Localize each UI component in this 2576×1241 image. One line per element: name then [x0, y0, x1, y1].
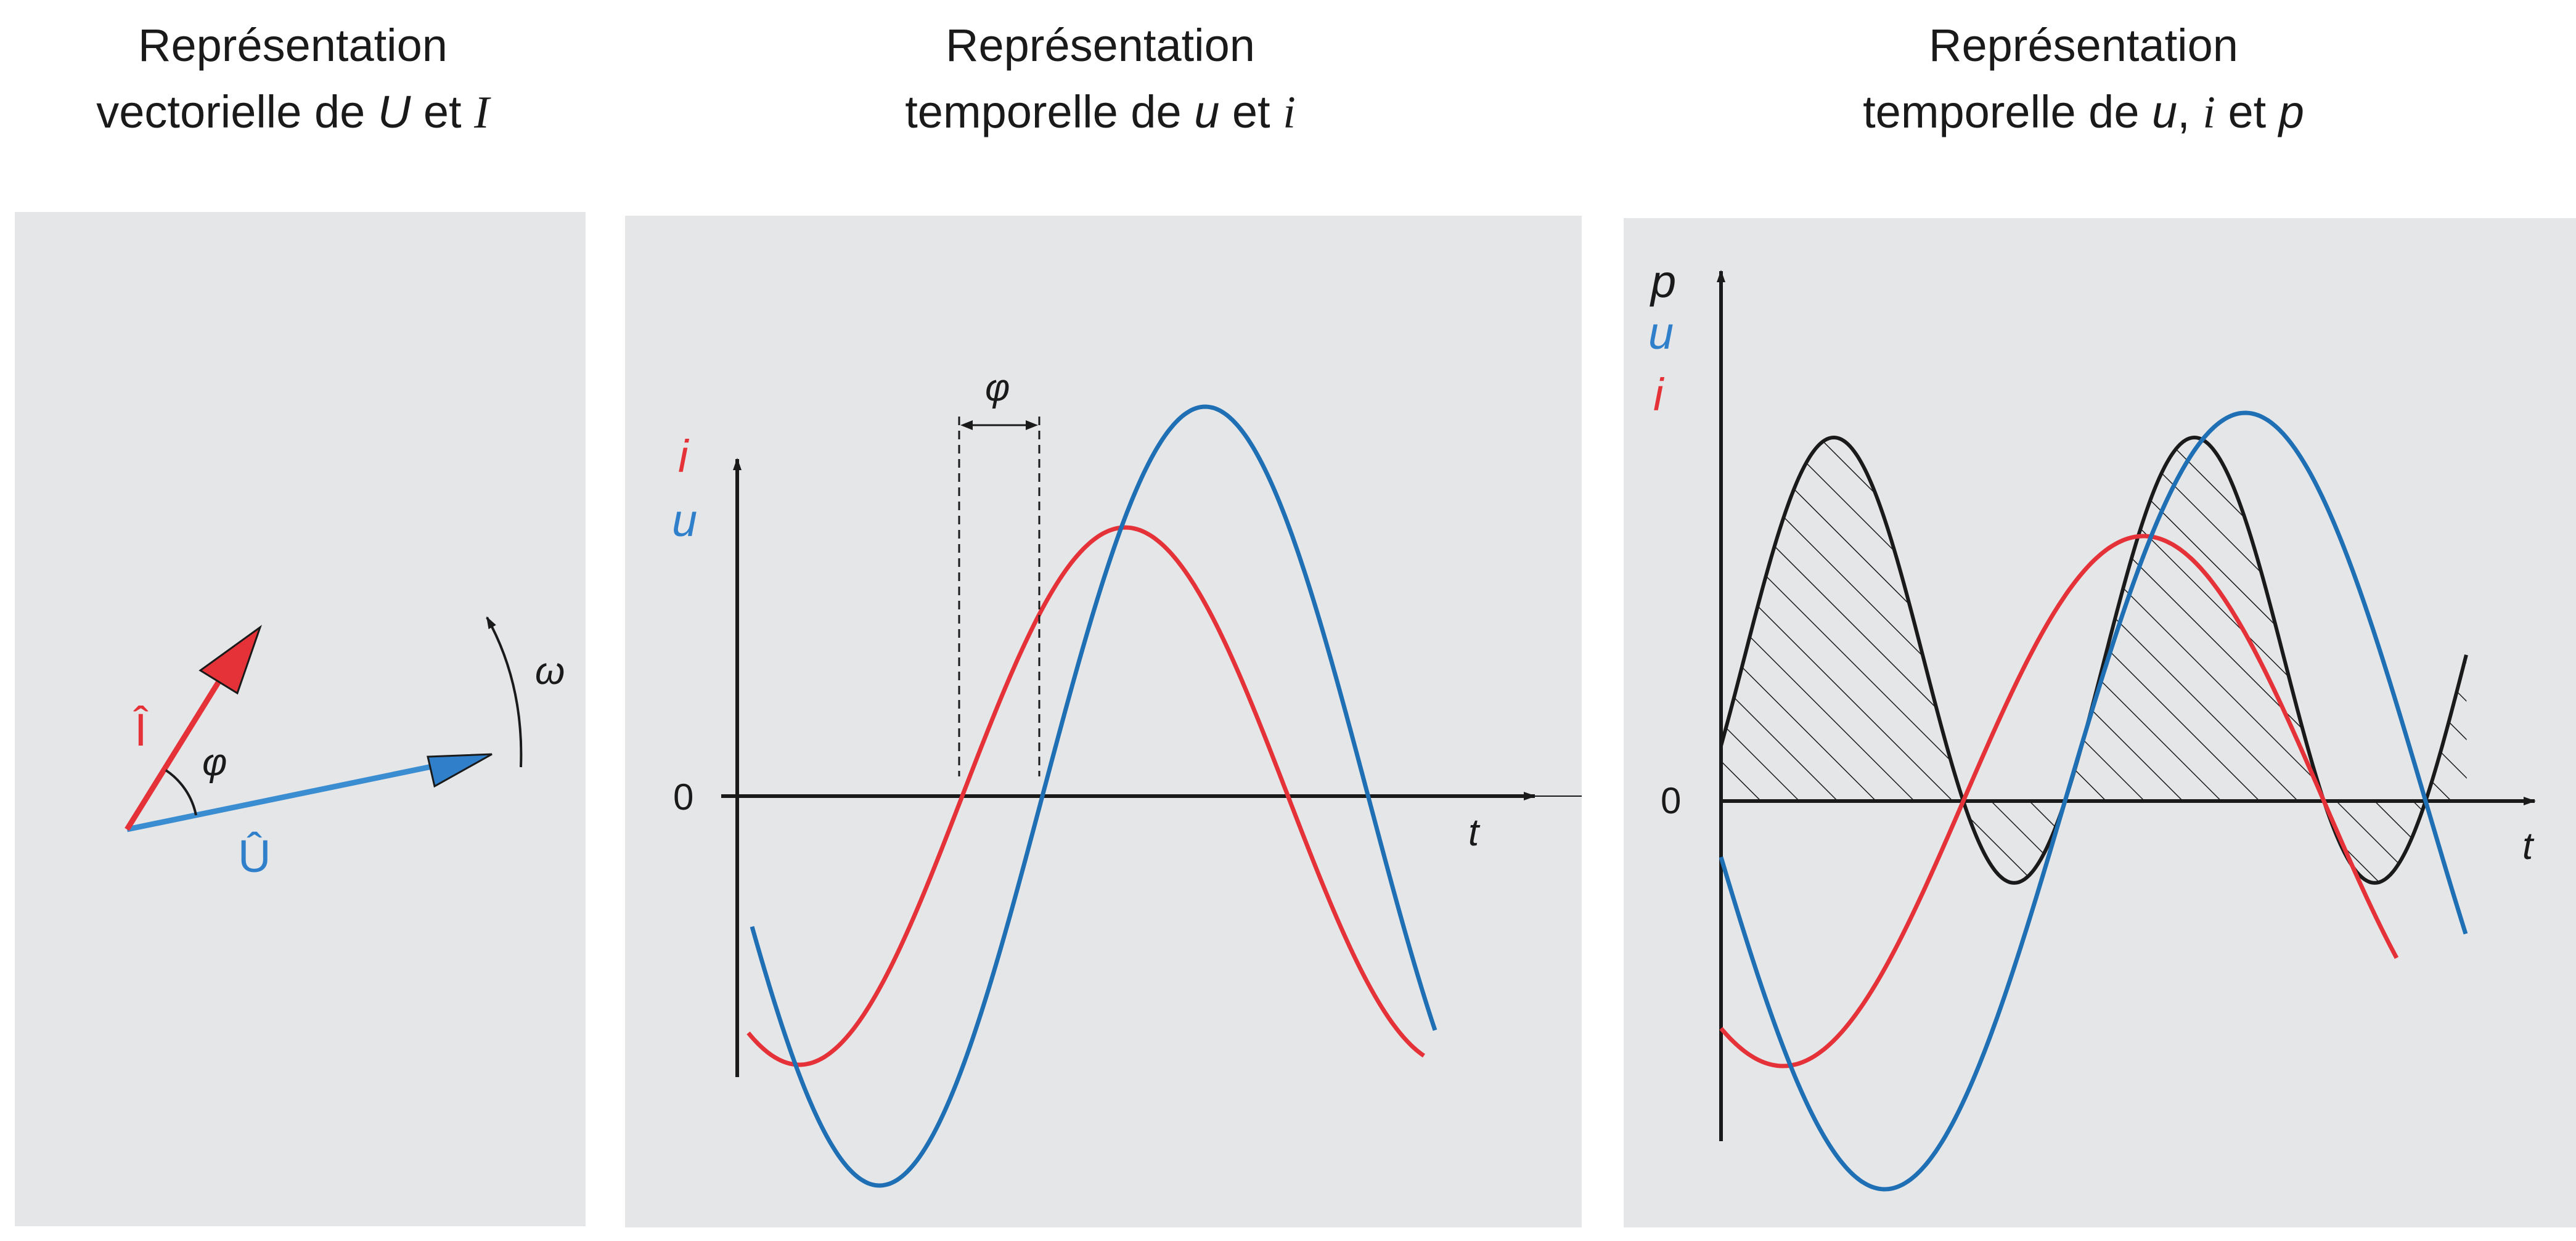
panel1-title-I: I: [474, 87, 489, 138]
power-area-hatched: [1721, 437, 2467, 883]
panel2-title-pre: temporelle de: [905, 86, 1195, 137]
I-hat-label: Î: [133, 704, 149, 755]
U-vector-arrowhead: [427, 753, 493, 788]
t-label-p3: t: [2522, 825, 2535, 868]
panel1-title-line1: Représentation: [138, 20, 448, 71]
p-axis-label: p: [1650, 256, 1676, 307]
i-axis-label-p3: i: [1653, 369, 1665, 420]
i-axis-label-p2: i: [678, 431, 690, 482]
power-panel: p u i 0 t: [1648, 256, 2536, 1192]
t-label-p2: t: [1468, 812, 1481, 854]
panel3-title: Représentation temporelle de u, i et p: [1627, 12, 2540, 146]
zero-label-p3: 0: [1661, 780, 1681, 821]
panel3-title-et: et: [2215, 86, 2279, 137]
panel3-title-line1: Représentation: [1929, 20, 2238, 71]
panel2-title-u: u: [1194, 86, 1220, 137]
voltage-curve-u: [750, 404, 1437, 1188]
I-vector-arrowhead: [198, 625, 262, 695]
panel3-title-i: i: [2202, 87, 2215, 138]
panel1-title-pre: vectorielle de: [96, 86, 378, 137]
panel3-title-p: p: [2278, 86, 2304, 137]
panel1-title-U: U: [377, 86, 411, 137]
u-axis-label-p2: u: [672, 495, 697, 546]
phi-label-time: φ: [985, 367, 1010, 409]
panel3-title-u: u: [2152, 86, 2178, 137]
panel1-title-et: et: [411, 86, 475, 137]
panel2-title-i: i: [1283, 87, 1296, 138]
panel2-time-diagram: [625, 216, 1582, 1227]
vector-panel: Î φ Û ω: [125, 616, 565, 882]
zero-label-p2: 0: [673, 776, 693, 818]
panel1-title: Représentation vectorielle de U et I: [0, 12, 586, 146]
panel2-title-line1: Représentation: [946, 20, 1255, 71]
panel3-title-sep: ,: [2177, 86, 2203, 137]
panel1-vector-diagram: [15, 212, 586, 1226]
phi-angle-arc: [165, 769, 197, 816]
U-hat-label: Û: [238, 831, 271, 882]
phase-arrowhead-left: [960, 420, 973, 430]
time-panel: φ i u 0 t: [672, 367, 1582, 1188]
panel2-title-line2: temporelle de u et i: [623, 79, 1578, 146]
panel3-title-pre: temporelle de: [1863, 86, 2153, 137]
current-curve-i-p3: [1719, 534, 2399, 1068]
panel1-title-line2: vectorielle de U et I: [0, 79, 586, 146]
voltage-curve-u-p3: [1719, 410, 2468, 1192]
phi-label-vector: φ: [202, 741, 227, 784]
U-vector-line: [126, 761, 444, 832]
panel3-title-line2: temporelle de u, i et p: [1627, 79, 2540, 146]
phase-arrowhead-right: [1026, 420, 1038, 430]
panel2-title: Représentation temporelle de u et i: [623, 12, 1578, 146]
u-axis-label-p3: u: [1648, 307, 1674, 359]
omega-label: ω: [535, 650, 565, 693]
omega-rotation-arrow: [486, 616, 523, 768]
current-curve-i: [746, 525, 1425, 1067]
I-vector-line: [125, 680, 221, 831]
panel2-title-et: et: [1219, 86, 1283, 137]
